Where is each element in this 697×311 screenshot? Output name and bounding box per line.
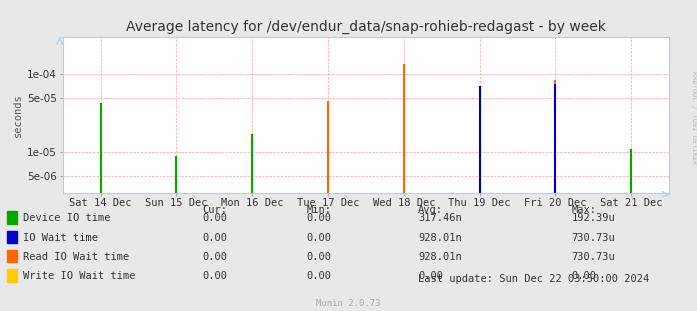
Text: 0.00: 0.00	[307, 233, 332, 243]
Y-axis label: seconds: seconds	[13, 93, 23, 137]
Text: 192.39u: 192.39u	[572, 213, 615, 223]
Text: 928.01n: 928.01n	[418, 252, 462, 262]
Text: 730.73u: 730.73u	[572, 233, 615, 243]
Text: 730.73u: 730.73u	[572, 252, 615, 262]
Text: 0.00: 0.00	[307, 213, 332, 223]
Text: 0.00: 0.00	[307, 252, 332, 262]
Text: 317.46n: 317.46n	[418, 213, 462, 223]
Text: Write IO Wait time: Write IO Wait time	[23, 271, 135, 281]
Text: 0.00: 0.00	[202, 233, 227, 243]
Text: 0.00: 0.00	[307, 271, 332, 281]
Text: 928.01n: 928.01n	[418, 233, 462, 243]
Text: Munin 2.0.73: Munin 2.0.73	[316, 299, 381, 308]
Text: Min:: Min:	[307, 205, 332, 215]
Text: RRDTOOL / TOBI OETIKER: RRDTOOL / TOBI OETIKER	[691, 72, 696, 165]
Text: Avg:: Avg:	[418, 205, 443, 215]
Title: Average latency for /dev/endur_data/snap-rohieb-redagast - by week: Average latency for /dev/endur_data/snap…	[126, 19, 606, 34]
Text: 0.00: 0.00	[418, 271, 443, 281]
Text: IO Wait time: IO Wait time	[23, 233, 98, 243]
Text: Cur:: Cur:	[202, 205, 227, 215]
Text: Last update: Sun Dec 22 03:50:00 2024: Last update: Sun Dec 22 03:50:00 2024	[418, 274, 650, 284]
Text: Device IO time: Device IO time	[23, 213, 111, 223]
Text: Read IO Wait time: Read IO Wait time	[23, 252, 129, 262]
Text: 0.00: 0.00	[572, 271, 597, 281]
Text: 0.00: 0.00	[202, 271, 227, 281]
Text: 0.00: 0.00	[202, 213, 227, 223]
Text: Max:: Max:	[572, 205, 597, 215]
Text: 0.00: 0.00	[202, 252, 227, 262]
